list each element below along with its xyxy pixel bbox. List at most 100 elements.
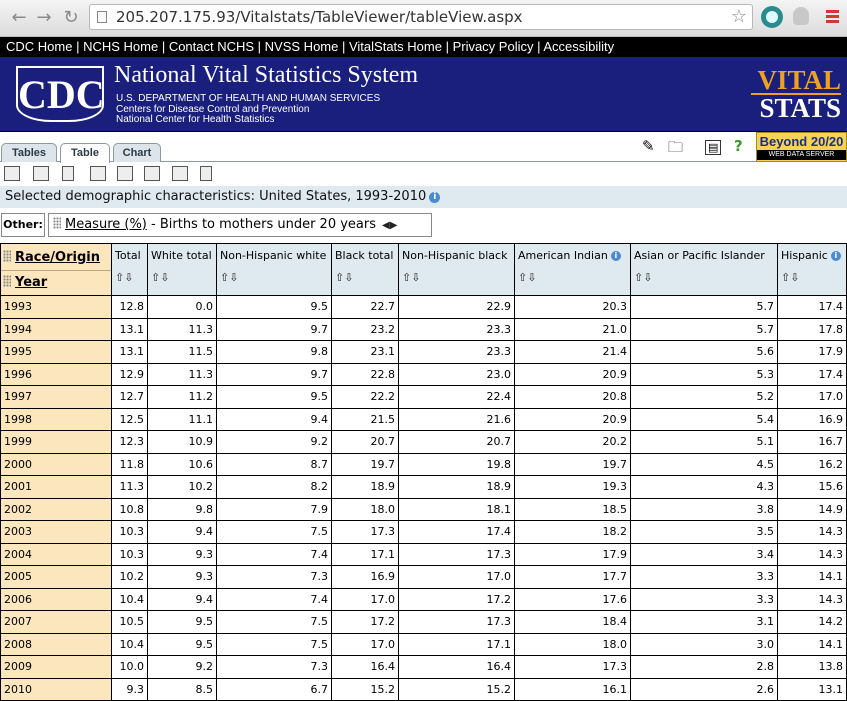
value-cell: 13.1 <box>777 677 847 701</box>
help-icon[interactable]: ? <box>734 137 743 155</box>
value-cell: 20.2 <box>514 430 631 454</box>
info-icon[interactable]: i <box>830 251 841 261</box>
nav-link-accessibility[interactable]: Accessibility <box>543 39 615 54</box>
value-cell: 16.2 <box>777 452 847 476</box>
banner-line-1: U.S. DEPARTMENT OF HEALTH AND HUMAN SERV… <box>116 93 381 104</box>
column-dimension[interactable]: Year <box>3 275 47 290</box>
tab-tables[interactable]: Tables <box>1 143 57 162</box>
value-cell: 17.3 <box>398 610 515 634</box>
year-cell: 2007 <box>0 610 112 634</box>
value-cell: 18.9 <box>331 475 399 499</box>
value-cell: 20.7 <box>331 430 399 454</box>
column-header-american-indian[interactable]: American Indian i ⇧⇩ <box>514 243 631 296</box>
bookmark-star-icon[interactable]: ☆ <box>730 6 747 27</box>
extension-2-icon[interactable] <box>793 7 809 25</box>
column-header-asian-or-pacific-islander[interactable]: Asian or Pacific Islander ⇧⇩ <box>630 243 778 296</box>
value-cell: 11.5 <box>147 340 217 364</box>
sort-arrows-icon[interactable]: ⇧⇩ <box>402 271 421 284</box>
open-folder-icon[interactable] <box>33 166 49 181</box>
nav-link-contact-nchs[interactable]: Contact NCHS <box>168 39 255 54</box>
year-cell: 2002 <box>0 497 112 521</box>
column-header-hispanic[interactable]: Hispanic i ⇧⇩ <box>777 243 847 296</box>
value-cell: 22.8 <box>331 362 399 386</box>
nav-separator: | <box>441 39 453 54</box>
sort-arrows-icon[interactable]: ⇧⇩ <box>115 271 134 284</box>
sort-arrows-icon[interactable]: ⇧⇩ <box>518 271 537 284</box>
value-cell: 15.2 <box>398 677 515 701</box>
value-cell: 4.5 <box>630 452 778 476</box>
column-header-non-hispanic-black[interactable]: Non-Hispanic black ⇧⇩ <box>398 243 515 296</box>
value-cell: 22.7 <box>331 295 399 319</box>
sort-arrows-icon[interactable]: ⇧⇩ <box>220 271 239 284</box>
menu-icon[interactable] <box>826 10 839 25</box>
reload-icon[interactable]: ↻ <box>63 7 79 28</box>
nav-link-nvss-home[interactable]: NVSS Home <box>264 39 339 54</box>
print-icon[interactable] <box>144 166 160 181</box>
value-cell: 10.3 <box>111 542 148 566</box>
value-cell: 10.4 <box>111 632 148 656</box>
tab-table[interactable]: Table <box>60 143 110 163</box>
column-label: Non-Hispanic black <box>402 249 508 262</box>
value-cell: 17.4 <box>777 295 847 319</box>
prev-next-arrows-icon[interactable]: ◀▶ <box>382 220 398 231</box>
column-header-non-hispanic-white[interactable]: Non-Hispanic white ⇧⇩ <box>216 243 332 296</box>
value-cell: 21.0 <box>514 317 631 341</box>
value-cell: 3.5 <box>630 520 778 544</box>
extension-icon[interactable] <box>761 6 783 28</box>
nav-link-vitalstats-home[interactable]: VitalStats Home <box>348 39 442 54</box>
value-cell: 17.2 <box>398 587 515 611</box>
nav-link-cdc-home[interactable]: CDC Home <box>6 39 73 54</box>
column-header-white-total[interactable]: White total ⇧⇩ <box>147 243 217 296</box>
nav-link-nchs-home[interactable]: NCHS Home <box>83 39 159 54</box>
url-text[interactable]: 205.207.175.93/Vitalstats/TableViewer/ta… <box>116 8 523 26</box>
table-toolbar <box>0 162 847 186</box>
address-bar[interactable]: 205.207.175.93/Vitalstats/TableViewer/ta… <box>89 4 753 30</box>
info-icon[interactable]: i <box>429 192 441 203</box>
column-header-black-total[interactable]: Black total ⇧⇩ <box>331 243 399 296</box>
table-row: 2010 9.3 8.5 6.7 15.2 15.2 16.1 2.6 13.1 <box>0 677 847 701</box>
value-cell: 5.3 <box>630 362 778 386</box>
tab-chart[interactable]: Chart <box>113 143 161 162</box>
beyond2020-logo[interactable]: Beyond 20/20 WEB DATA SERVER <box>756 132 847 162</box>
value-cell: 9.5 <box>216 385 332 409</box>
pencil-icon[interactable]: ✎ <box>642 137 655 155</box>
value-cell: 20.7 <box>398 430 515 454</box>
forward-arrow-icon[interactable]: → <box>36 7 52 28</box>
cdc-logo[interactable]: CDC <box>16 66 105 122</box>
clipboard-icon[interactable] <box>200 166 212 181</box>
info-icon[interactable]: i <box>610 251 621 261</box>
column-header-total[interactable]: Total ⇧⇩ <box>111 243 148 296</box>
table-row: 1996 12.9 11.3 9.7 22.8 23.0 20.9 5.3 17.4 <box>0 362 847 386</box>
measure-link[interactable]: Measure (%) <box>65 217 147 232</box>
value-cell: 9.3 <box>111 677 148 701</box>
value-cell: 17.0 <box>331 587 399 611</box>
value-cell: 7.9 <box>216 497 332 521</box>
export-icon[interactable] <box>90 166 106 181</box>
value-cell: 17.8 <box>777 317 847 341</box>
value-cell: 20.3 <box>514 295 631 319</box>
table-row: 1997 12.7 11.2 9.5 22.2 22.4 20.8 5.2 17.0 <box>0 385 847 409</box>
value-cell: 12.3 <box>111 430 148 454</box>
value-cell: 22.4 <box>398 385 515 409</box>
row-dimension[interactable]: Race/Origin <box>3 250 100 265</box>
layout-icon[interactable] <box>4 166 20 181</box>
drag-handle-icon[interactable] <box>53 217 61 229</box>
vitalstats-logo[interactable]: VITAL STATS <box>751 67 841 122</box>
year-cell: 1993 <box>0 295 112 319</box>
column-label: Non-Hispanic white <box>220 249 327 262</box>
sort-arrows-icon[interactable]: ⇧⇩ <box>335 271 354 284</box>
measure-selector[interactable]: Measure (%) - Births to mothers under 20… <box>48 213 432 237</box>
value-cell: 22.2 <box>331 385 399 409</box>
value-cell: 23.3 <box>398 340 515 364</box>
sort-arrows-icon[interactable]: ⇧⇩ <box>781 271 800 284</box>
sort-arrows-icon[interactable]: ⇧⇩ <box>634 271 653 284</box>
value-cell: 10.0 <box>111 655 148 679</box>
sort-arrows-icon[interactable]: ⇧⇩ <box>151 271 170 284</box>
save-icon[interactable] <box>172 166 188 181</box>
folder-icon[interactable]: 🗀 <box>668 138 684 156</box>
back-arrow-icon[interactable]: ← <box>11 7 27 28</box>
cdc-small-icon[interactable]: ▤ <box>705 140 722 155</box>
nav-link-privacy-policy[interactable]: Privacy Policy <box>452 39 534 54</box>
download-icon[interactable] <box>117 166 133 181</box>
calculator-icon[interactable] <box>62 166 74 181</box>
